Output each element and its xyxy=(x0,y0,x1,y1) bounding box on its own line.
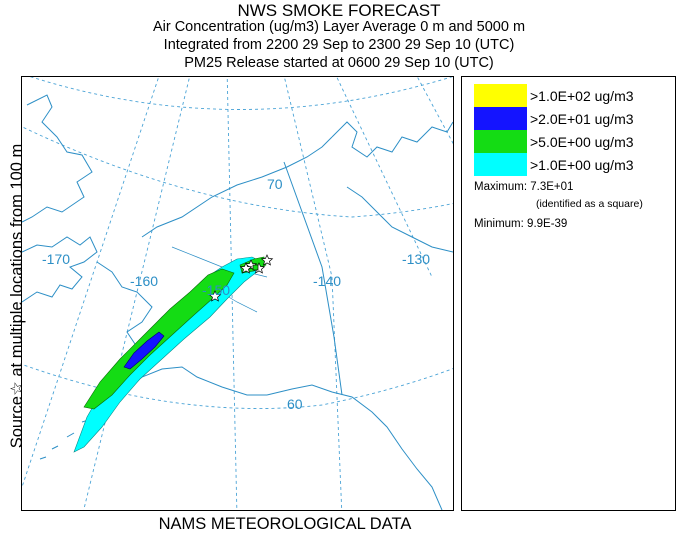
minimum-label: Minimum: xyxy=(474,218,524,230)
gulf-of-alaska-coast xyxy=(266,384,443,510)
source-star xyxy=(208,290,222,302)
lat-label-60: 60 xyxy=(287,396,303,412)
maximum-row: Maximum: 7.3E+01 xyxy=(474,181,573,193)
canada-coast xyxy=(346,186,453,253)
legend-label: >1.0E+00 ug/m3 xyxy=(530,156,634,173)
legend-item: >5.0E+00 ug/m3 xyxy=(474,130,634,153)
source-markers xyxy=(208,254,274,302)
meridian-m130 xyxy=(336,77,433,278)
legend-item: >1.0E+02 ug/m3 xyxy=(474,84,634,107)
parallel-80 xyxy=(30,77,453,110)
siberia-coast xyxy=(22,94,93,223)
meridian-m140 xyxy=(283,77,343,510)
lon-label-m150: -150 xyxy=(202,282,230,298)
lon-label-m130: -130 xyxy=(402,251,430,267)
legend-item: >1.0E+00 ug/m3 xyxy=(474,153,634,176)
chukotka-coast xyxy=(22,236,98,303)
minimum-row: Minimum: 9.9E-39 xyxy=(474,218,567,230)
integration-period: Integrated from 2200 29 Sep to 2300 29 S… xyxy=(163,37,515,53)
maximum-square xyxy=(252,264,259,271)
maximum-value: 7.3E+01 xyxy=(530,181,574,193)
smoke-plume xyxy=(73,256,267,453)
legend-item: >2.0E+01 ug/m3 xyxy=(474,107,634,130)
legend-swatch-cyan xyxy=(474,153,527,176)
maximum-note: (identified as a square) xyxy=(536,198,643,210)
minimum-value: 9.9E-39 xyxy=(527,218,568,230)
alaska-yukon-border xyxy=(283,161,343,396)
graticule xyxy=(22,77,453,510)
data-source-footer: NAMS METEOROLOGICAL DATA xyxy=(158,515,412,533)
graticule-labels: -170 -160 -150 -140 -130 70 60 xyxy=(42,176,430,412)
north-alaska-coast xyxy=(141,136,333,238)
legend-label: >1.0E+02 ug/m3 xyxy=(530,87,634,104)
source-star xyxy=(239,262,253,274)
smoke-map[interactable]: -170 -160 -150 -140 -130 70 60 xyxy=(21,76,454,511)
meridian-m170 xyxy=(22,77,160,489)
legend-swatch-green xyxy=(474,130,527,153)
plume-above-20 xyxy=(123,331,165,370)
lon-label-m160: -160 xyxy=(130,273,158,289)
legend-swatch-blue xyxy=(474,107,527,130)
lon-label-m140: -140 xyxy=(313,273,341,289)
forecast-title: NWS SMOKE FORECAST xyxy=(237,1,441,20)
release-start: PM25 Release started at 0600 29 Sep 10 (… xyxy=(184,55,494,71)
lon-label-m170: -170 xyxy=(42,251,70,267)
plume-above-1 xyxy=(73,256,261,453)
legend-panel: >1.0E+02 ug/m3 >2.0E+01 ug/m3 >5.0E+00 u… xyxy=(461,76,676,511)
coastlines xyxy=(22,94,453,510)
concentration-subtitle: Air Concentration (ug/m3) Layer Average … xyxy=(152,19,526,35)
parallel-70 xyxy=(22,126,453,218)
map-canvas: -170 -160 -150 -140 -130 70 60 xyxy=(22,77,453,510)
arctic-islands xyxy=(331,121,453,158)
maximum-label: Maximum: xyxy=(474,181,528,193)
legend-swatch-yellow xyxy=(474,84,527,107)
parallel-60 xyxy=(22,363,453,409)
legend-label: >5.0E+00 ug/m3 xyxy=(530,133,634,150)
legend-label: >2.0E+01 ug/m3 xyxy=(530,110,634,127)
meridian-m120 xyxy=(416,77,453,145)
lat-label-70: 70 xyxy=(267,176,283,192)
meridian-m160 xyxy=(83,77,191,510)
source-star xyxy=(260,254,274,266)
